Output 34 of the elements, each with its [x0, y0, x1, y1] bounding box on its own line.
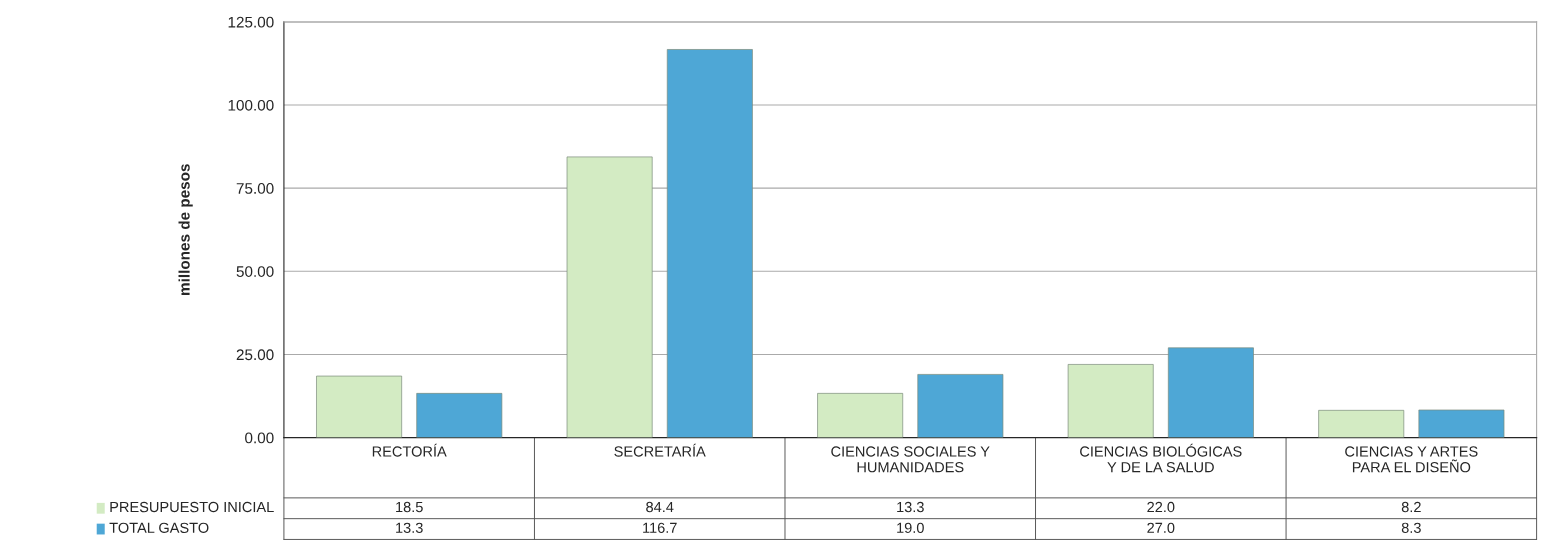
data-label: 19.0: [897, 522, 924, 533]
y-tick-label: 0.00: [245, 432, 274, 444]
y-tick-label: 100.00: [228, 99, 274, 111]
y-tick-label: 25.00: [236, 349, 274, 361]
bar: [666, 49, 753, 438]
x-tick-label: CIENCIAS Y ARTES PARA EL DISEÑO: [1345, 446, 1478, 473]
x-tick-label: CIENCIAS BIOLÓGICAS Y DE LA SALUD: [1080, 443, 1242, 473]
data-label: 22.0: [1147, 501, 1175, 513]
data-label: 18.5: [396, 501, 423, 513]
data-label: 8.2: [1401, 501, 1421, 513]
bar: [917, 374, 1004, 438]
data-label: 13.3: [396, 522, 423, 533]
bar: [1418, 409, 1505, 438]
legend-label: TOTAL GASTO: [109, 522, 209, 533]
data-label: 8.3: [1401, 522, 1421, 533]
x-tick-label: RECTORÍA: [372, 443, 447, 457]
bar: [1067, 364, 1154, 438]
bar: [817, 393, 904, 438]
bar: [1318, 409, 1405, 438]
x-tick-label: SECRETARÍA: [614, 443, 706, 457]
data-label: 84.4: [646, 501, 674, 513]
bar: [416, 393, 503, 438]
y-axis-title: millones de pesos: [178, 164, 193, 295]
bar: [316, 375, 403, 438]
x-tick-label: CIENCIAS SOCIALES Y HUMANIDADES: [831, 446, 990, 473]
y-tick-label: 50.00: [236, 266, 274, 277]
data-label: 27.0: [1147, 522, 1175, 533]
legend-label: PRESUPUESTO INICIAL: [110, 501, 274, 513]
bar: [1167, 347, 1254, 438]
data-label: 13.3: [897, 501, 924, 513]
bar: [566, 156, 653, 438]
data-label: 116.7: [643, 522, 677, 533]
y-tick-label: 125.00: [228, 16, 274, 28]
y-tick-label: 75.00: [236, 183, 274, 194]
